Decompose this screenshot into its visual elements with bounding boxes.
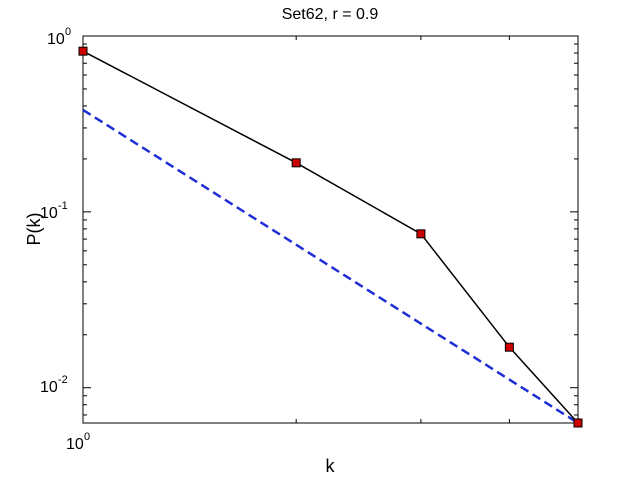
svg-text:10: 10 <box>47 31 65 48</box>
marker-layer <box>78 46 583 428</box>
data-point <box>291 158 301 168</box>
y-tick-label: 10 0 <box>47 26 71 48</box>
svg-text:-2: -2 <box>58 374 68 386</box>
data-point <box>78 46 88 56</box>
svg-text:0: 0 <box>65 26 71 38</box>
svg-text:10: 10 <box>40 379 58 396</box>
data-point <box>504 342 514 352</box>
y-axis-label: P(k) <box>24 213 44 246</box>
data-point <box>573 418 583 428</box>
svg-text:10: 10 <box>66 436 84 453</box>
plot-area <box>82 35 579 424</box>
svg-text:0: 0 <box>84 431 90 443</box>
chart-title: Set62, r = 0.9 <box>282 6 379 23</box>
x-axis-label: k <box>326 456 336 476</box>
data-point <box>416 229 426 239</box>
y-tick-label: 10 -1 <box>40 200 68 222</box>
x-tick-label: 10 0 <box>66 431 90 453</box>
svg-text:10: 10 <box>40 205 58 222</box>
svg-text:-1: -1 <box>58 200 68 212</box>
y-tick-label: 10 -2 <box>40 374 68 396</box>
